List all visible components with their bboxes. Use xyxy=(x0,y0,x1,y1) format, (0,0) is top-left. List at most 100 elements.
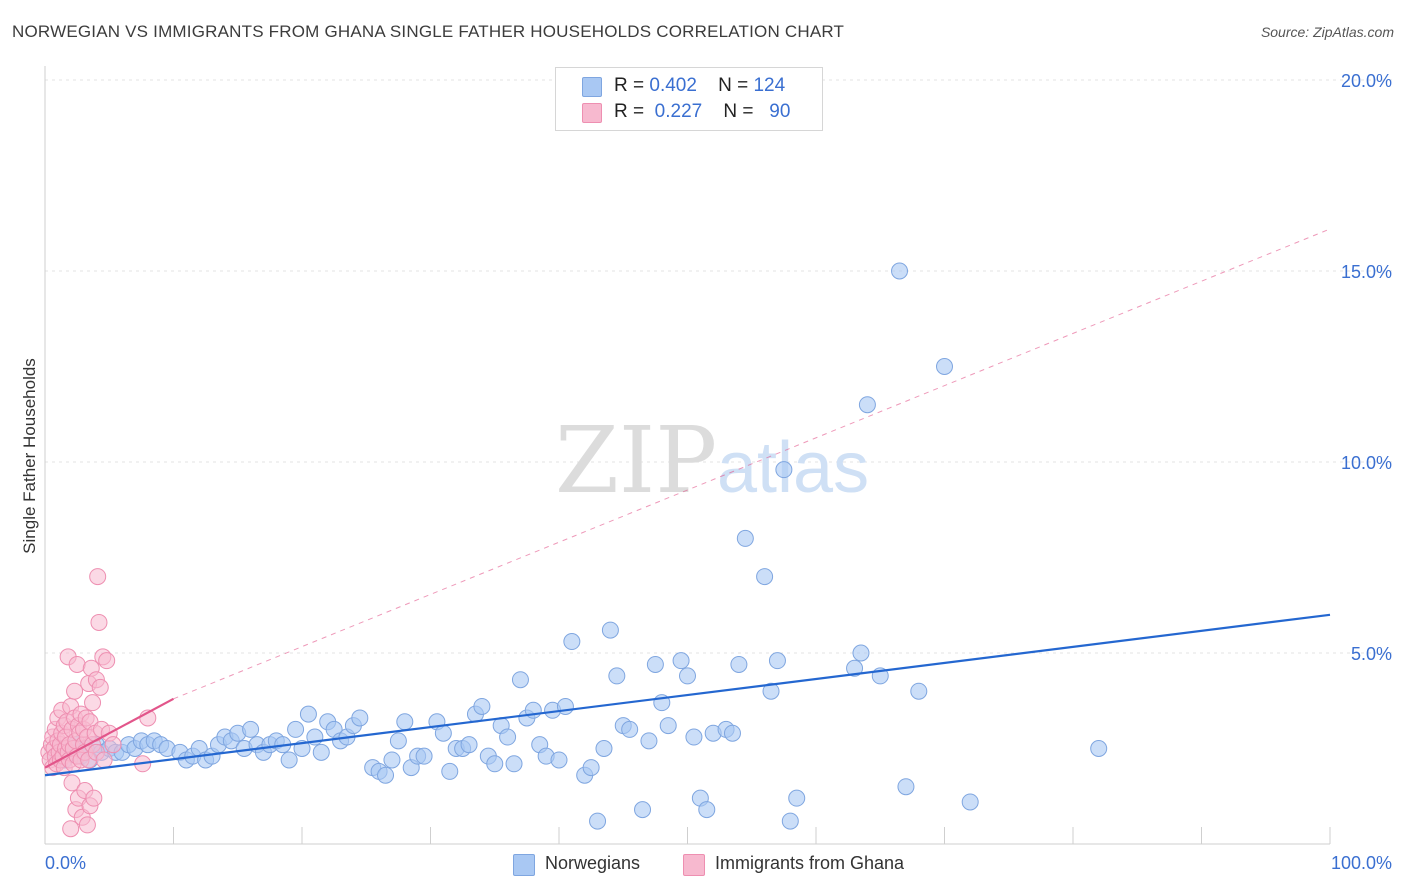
watermark: ZIP atlas xyxy=(555,407,869,514)
y-tick-label: 5.0% xyxy=(1351,644,1392,664)
point-norwegians xyxy=(299,705,317,723)
source-credit: Source: ZipAtlas.com xyxy=(1260,24,1394,40)
point-norwegians xyxy=(685,728,703,746)
point-norwegians xyxy=(383,751,401,769)
point-norwegians xyxy=(287,720,305,738)
legend-swatch-blue xyxy=(582,77,602,97)
point-norwegians xyxy=(936,358,953,375)
point-ghana xyxy=(85,789,103,807)
point-norwegians xyxy=(351,709,369,727)
point-norwegians xyxy=(756,568,774,586)
r-label: R = xyxy=(614,75,645,96)
point-norwegians xyxy=(415,747,433,765)
n-label: N = xyxy=(718,75,749,96)
point-norwegians xyxy=(961,793,979,811)
point-ghana xyxy=(66,682,84,700)
point-norwegians xyxy=(511,671,529,689)
point-norwegians xyxy=(396,713,414,731)
point-norwegians xyxy=(601,621,619,639)
point-norwegians xyxy=(441,762,459,780)
r-value: 0.402 xyxy=(649,75,697,96)
point-norwegians xyxy=(679,667,696,685)
trend-ghana-extension xyxy=(173,228,1331,700)
norwegians-points xyxy=(46,262,1108,830)
point-ghana xyxy=(98,652,116,670)
point-ghana xyxy=(63,774,81,792)
legend-swatch-pink xyxy=(582,103,602,123)
point-ghana xyxy=(104,736,122,754)
point-norwegians xyxy=(473,697,491,715)
y-tick-label: 20.0% xyxy=(1341,71,1392,91)
point-norwegians xyxy=(389,732,407,750)
point-norwegians xyxy=(736,529,754,547)
point-norwegians xyxy=(486,755,504,773)
gridlines xyxy=(45,79,1392,654)
legend-label: Norwegians xyxy=(545,853,641,873)
point-norwegians xyxy=(768,652,786,670)
n-value: 124 xyxy=(753,75,786,96)
legend-swatch-blue xyxy=(513,854,535,876)
watermark-atlas: atlas xyxy=(717,428,869,508)
point-ghana xyxy=(90,613,108,631)
point-norwegians xyxy=(646,655,664,673)
point-norwegians xyxy=(1090,740,1108,757)
chart-title: NORWEGIAN VS IMMIGRANTS FROM GHANA SINGL… xyxy=(12,22,845,41)
point-norwegians xyxy=(634,801,652,819)
point-norwegians xyxy=(556,697,574,715)
point-norwegians xyxy=(434,724,452,742)
point-norwegians xyxy=(640,732,658,750)
point-norwegians xyxy=(312,743,330,761)
point-norwegians xyxy=(788,789,806,807)
x-tick-label: 0.0% xyxy=(45,853,86,873)
point-norwegians xyxy=(775,461,793,479)
point-ghana xyxy=(89,568,107,586)
trend-lines xyxy=(44,228,1331,777)
point-norwegians xyxy=(608,667,626,685)
point-norwegians xyxy=(730,655,748,673)
point-norwegians xyxy=(505,755,523,773)
point-norwegians xyxy=(659,717,677,735)
point-norwegians xyxy=(852,644,870,662)
stats-legend: R = 0.402 N = 124 R = 0.227 N = 90 xyxy=(555,67,823,131)
point-norwegians xyxy=(698,801,716,819)
r-label: R = xyxy=(614,101,645,122)
point-norwegians xyxy=(910,682,928,700)
trend-norwegians xyxy=(44,613,1331,777)
point-norwegians xyxy=(242,720,260,738)
point-norwegians xyxy=(377,766,395,784)
point-norwegians xyxy=(621,720,639,738)
point-norwegians xyxy=(858,396,876,414)
n-value: 90 xyxy=(769,101,791,122)
x-tick-labels: 0.0% 100.0% xyxy=(45,853,1392,873)
y-tick-labels: 5.0% 10.0% 15.0% 20.0% xyxy=(1341,71,1392,664)
point-ghana xyxy=(78,816,96,834)
point-norwegians xyxy=(499,728,517,746)
point-norwegians xyxy=(723,724,741,742)
y-tick-label: 10.0% xyxy=(1341,453,1392,473)
axes xyxy=(44,66,1331,845)
point-norwegians xyxy=(563,633,581,651)
y-tick-label: 15.0% xyxy=(1341,262,1392,282)
point-norwegians xyxy=(589,812,607,830)
point-norwegians xyxy=(781,812,799,830)
n-label: N = xyxy=(723,101,754,122)
point-norwegians xyxy=(460,736,478,754)
point-norwegians xyxy=(762,682,780,700)
legend-label: Immigrants from Ghana xyxy=(715,853,905,873)
point-norwegians xyxy=(280,751,298,769)
ghana-points xyxy=(40,568,157,838)
point-norwegians xyxy=(582,759,600,777)
point-norwegians xyxy=(897,778,915,796)
r-value: 0.227 xyxy=(654,101,703,122)
point-ghana xyxy=(84,694,102,712)
point-norwegians xyxy=(891,262,909,280)
legend-swatch-pink xyxy=(683,854,705,876)
point-norwegians xyxy=(550,751,568,769)
point-ghana xyxy=(62,820,80,838)
point-ghana xyxy=(95,751,113,769)
watermark-zip: ZIP xyxy=(555,407,717,514)
point-norwegians xyxy=(595,740,613,757)
point-ghana xyxy=(68,655,86,673)
trend-ghana xyxy=(44,697,175,769)
